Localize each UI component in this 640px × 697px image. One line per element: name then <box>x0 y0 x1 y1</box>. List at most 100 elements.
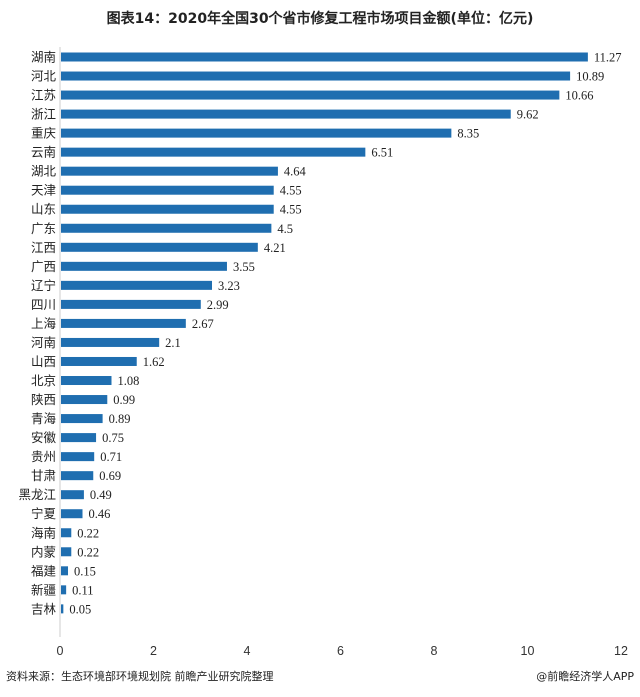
value-label: 11.27 <box>594 51 622 65</box>
bar <box>61 242 258 252</box>
category-label: 云南 <box>31 145 56 160</box>
value-label: 1.08 <box>117 374 139 388</box>
bar <box>61 147 366 157</box>
bar <box>61 585 67 595</box>
bar <box>61 471 94 481</box>
category-label: 山东 <box>31 202 56 217</box>
x-tick-label: 4 <box>244 644 251 658</box>
value-label: 0.05 <box>69 602 91 616</box>
category-label: 新疆 <box>31 582 56 597</box>
bar <box>61 52 588 62</box>
category-label: 北京 <box>31 373 56 388</box>
value-label: 10.66 <box>565 89 593 103</box>
value-label: 10.89 <box>576 70 604 84</box>
value-label: 3.23 <box>218 279 240 293</box>
value-label: 9.62 <box>517 108 539 122</box>
value-label: 0.89 <box>109 412 131 426</box>
bar <box>61 604 64 614</box>
bar <box>61 90 560 100</box>
bar <box>61 414 103 424</box>
bar <box>61 376 112 386</box>
value-label: 2.1 <box>165 336 181 350</box>
category-label: 江苏 <box>31 88 56 103</box>
category-label: 福建 <box>31 563 57 578</box>
value-label: 0.75 <box>102 431 124 445</box>
bar <box>61 261 227 271</box>
category-label: 浙江 <box>31 107 56 122</box>
category-label: 山西 <box>31 354 56 369</box>
value-label: 2.67 <box>192 317 214 331</box>
value-label: 0.49 <box>90 488 112 502</box>
bar <box>61 318 186 328</box>
category-label: 黑龙江 <box>18 487 56 502</box>
value-label: 6.51 <box>371 146 393 160</box>
bar <box>61 509 83 519</box>
x-tick-label: 0 <box>57 644 64 658</box>
category-label: 河北 <box>31 69 57 84</box>
bar <box>61 337 160 347</box>
value-label: 4.21 <box>264 241 286 255</box>
x-tick-label: 2 <box>150 644 157 658</box>
x-tick-label: 12 <box>614 644 628 658</box>
category-label: 宁夏 <box>31 506 57 521</box>
category-label: 四川 <box>31 297 56 312</box>
chart-title: 图表14：2020年全国30个省市修复工程市场项目金额(单位：亿元) <box>106 11 534 27</box>
bar <box>61 204 274 214</box>
category-label: 湖南 <box>31 50 56 65</box>
bar <box>61 71 571 81</box>
bar <box>61 356 137 366</box>
value-label: 1.62 <box>143 355 165 369</box>
bar <box>61 490 84 500</box>
bar <box>61 280 213 290</box>
category-label: 广西 <box>31 259 56 274</box>
category-label: 甘肃 <box>31 468 56 483</box>
bar <box>61 109 511 119</box>
category-label: 湖北 <box>31 164 57 179</box>
value-label: 2.99 <box>207 298 229 312</box>
category-label: 上海 <box>31 316 57 331</box>
bar <box>61 128 452 138</box>
value-label: 4.55 <box>280 203 302 217</box>
source-note: 资料来源：生态环境部环境规划院 前瞻产业研究院整理 <box>6 670 274 683</box>
value-label: 3.55 <box>233 260 255 274</box>
bar <box>61 166 278 176</box>
x-tick-label: 6 <box>337 644 344 658</box>
category-label: 吉林 <box>31 601 57 616</box>
value-label: 4.55 <box>280 184 302 198</box>
bar <box>61 299 201 309</box>
x-tick-label: 8 <box>431 644 438 658</box>
category-label: 贵州 <box>31 449 56 464</box>
category-label: 江西 <box>31 240 56 255</box>
bar <box>61 547 72 557</box>
value-label: 0.46 <box>89 507 111 521</box>
category-label: 广东 <box>31 221 56 236</box>
bar <box>61 452 95 462</box>
bar <box>61 185 274 195</box>
category-label: 内蒙 <box>31 544 56 559</box>
bar <box>61 433 97 443</box>
value-label: 0.69 <box>99 469 121 483</box>
category-label: 安徽 <box>31 430 57 445</box>
category-label: 河南 <box>31 335 56 350</box>
value-label: 0.71 <box>100 450 122 464</box>
credit: @前瞻经济学人APP <box>536 670 634 683</box>
category-label: 青海 <box>31 411 57 426</box>
x-tick-label: 10 <box>521 644 535 658</box>
value-label: 0.99 <box>113 393 135 407</box>
bar <box>61 223 272 233</box>
bar <box>61 528 72 538</box>
value-label: 0.22 <box>77 526 99 540</box>
bar <box>61 395 108 405</box>
value-label: 0.11 <box>72 583 93 597</box>
value-label: 4.64 <box>284 165 307 179</box>
bar <box>61 566 69 576</box>
value-label: 0.22 <box>77 545 99 559</box>
category-label: 天津 <box>31 183 56 198</box>
category-label: 重庆 <box>31 126 57 141</box>
value-label: 0.15 <box>74 564 96 578</box>
category-label: 海南 <box>31 525 56 540</box>
category-label: 辽宁 <box>31 278 56 293</box>
value-label: 8.35 <box>457 127 479 141</box>
value-label: 4.5 <box>277 222 293 236</box>
